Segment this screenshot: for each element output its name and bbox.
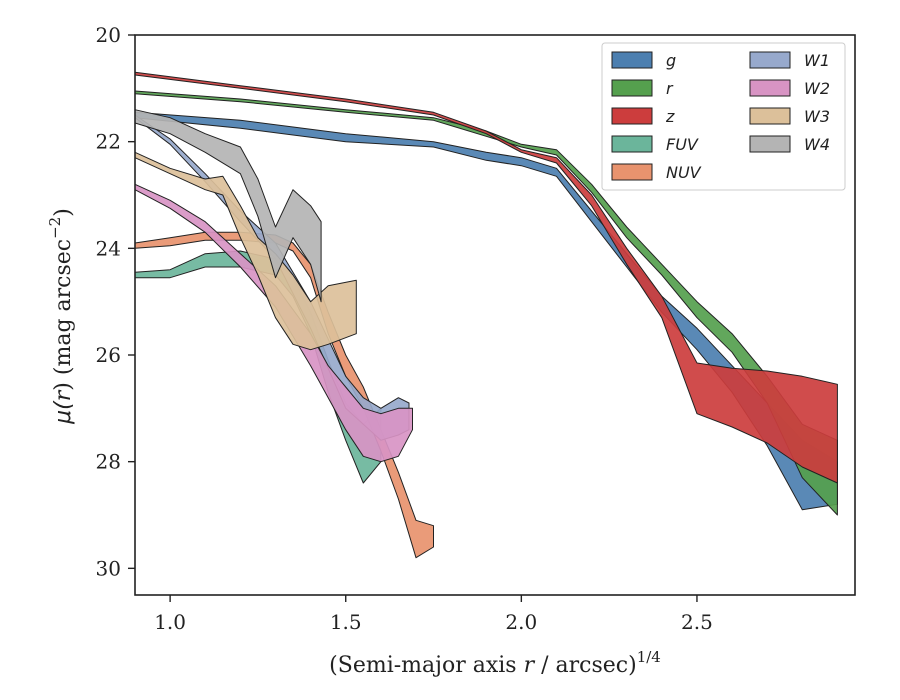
y-tick-label: 28	[96, 450, 121, 474]
x-tick-label: 2.0	[505, 610, 537, 634]
band-r	[134, 90, 838, 516]
band-w4	[134, 109, 322, 303]
x-axis-title: (Semi-major axis r / arcsec)1/4	[329, 648, 661, 678]
legend-label-z: z	[665, 107, 675, 126]
legend-label-nuv: NUV	[666, 163, 702, 182]
legend-swatch-w4	[749, 135, 791, 153]
y-tick-label: 24	[96, 236, 121, 260]
y-axis-ticks: 20 22 24 26 28 30	[96, 23, 135, 580]
plot-frame	[134, 34, 856, 596]
y-tick-label: 30	[96, 556, 121, 580]
legend-label-r: r	[666, 79, 674, 98]
legend-label-w3: W3	[804, 107, 830, 126]
legend-label-g: g	[666, 51, 676, 70]
y-axis-title: μ(r) (mag arcsec−2)	[46, 208, 76, 425]
x-tick-label: 1.5	[330, 610, 362, 634]
legend: grz FUV NUV W1 W2 W3 W4	[601, 42, 846, 191]
legend-swatch-z	[611, 107, 653, 125]
series-bands	[134, 71, 838, 559]
y-tick-label: 22	[96, 130, 121, 154]
legend-swatch-fuv	[611, 135, 653, 153]
legend-swatch-w2	[749, 79, 791, 97]
x-tick-label: 2.5	[681, 610, 713, 634]
x-axis-ticks: 1.0 1.5 2.0 2.5	[154, 595, 713, 634]
y-tick-label: 20	[96, 23, 121, 47]
legend-swatch-w3	[749, 107, 791, 125]
band-w3	[134, 151, 357, 351]
legend-label-fuv: FUV	[666, 135, 699, 154]
legend-label-w2: W2	[804, 79, 830, 98]
legend-label-w4: W4	[804, 135, 830, 154]
y-tick-label: 26	[96, 343, 121, 367]
x-tick-label: 1.0	[154, 610, 186, 634]
band-z	[134, 71, 838, 484]
legend-swatch-r	[611, 79, 653, 97]
legend-label-w1: W1	[804, 51, 830, 70]
legend-swatch-nuv	[611, 163, 653, 181]
legend-swatch-g	[611, 51, 653, 69]
legend-swatch-w1	[749, 51, 791, 69]
